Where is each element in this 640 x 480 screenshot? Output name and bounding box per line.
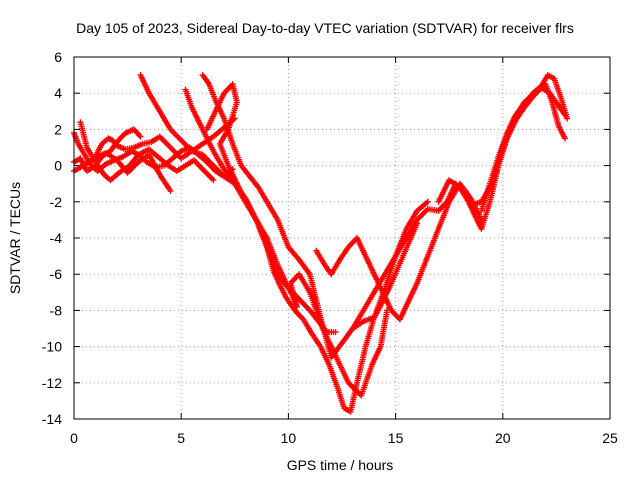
x-axis-label: GPS time / hours: [287, 457, 394, 473]
data-point: [210, 177, 217, 184]
x-tick-label: 25: [602, 430, 618, 446]
chart-title: Day 105 of 2023, Sidereal Day-to-day VTE…: [76, 20, 574, 36]
x-tick-label: 5: [177, 430, 185, 446]
data-point: [564, 115, 571, 122]
y-tick-label: 0: [54, 158, 62, 174]
data-point: [167, 187, 174, 194]
data-point: [332, 329, 339, 336]
data-point: [137, 133, 144, 140]
x-tick-label: 20: [495, 430, 511, 446]
y-tick-label: -4: [50, 230, 63, 246]
data-point: [562, 135, 568, 142]
data-points: [71, 72, 571, 415]
plot-border: [73, 56, 611, 420]
data-point: [424, 198, 431, 205]
y-tick-label: 6: [54, 49, 62, 65]
y-tick-label: -8: [50, 302, 63, 318]
series-track-4: [77, 119, 217, 184]
series-track-13: [478, 72, 571, 214]
x-tick-label: 0: [70, 430, 78, 446]
x-tick-label: 15: [388, 430, 404, 446]
y-tick-label: -10: [42, 339, 62, 355]
y-tick-label: -12: [42, 375, 62, 391]
series-track-7: [182, 86, 420, 415]
x-tick-label: 10: [281, 430, 297, 446]
y-tick-label: 4: [54, 85, 62, 101]
y-tick-label: -2: [50, 194, 63, 210]
y-axis-label: SDTVAR / TECUs: [7, 182, 23, 294]
y-tick-label: -6: [50, 266, 63, 282]
series-track-9: [203, 81, 390, 399]
y-tick-label: -14: [42, 411, 62, 427]
y-tick-label: 2: [54, 121, 62, 137]
axis-ticks: 0 5 10 15 20 25 -14 -12 -10 -8 -6 -4 -2 0 2 4 6: [42, 49, 618, 446]
